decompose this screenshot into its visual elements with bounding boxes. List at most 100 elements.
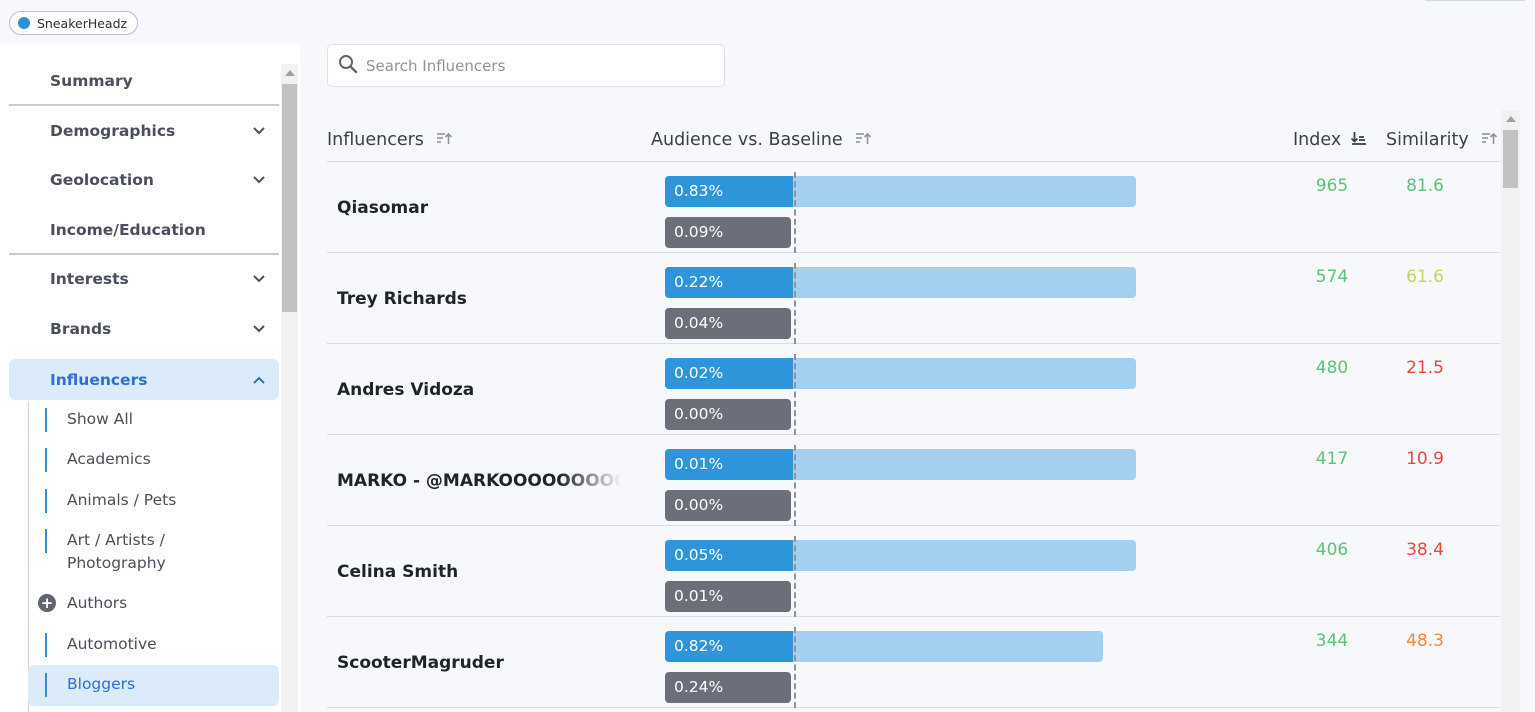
sidebar-item-demographics[interactable]: Demographics bbox=[9, 110, 279, 152]
table-row[interactable]: Trey Richards 0.22% 0.04% 574 61.6 bbox=[327, 253, 1500, 344]
audience-value: 0.05% bbox=[665, 540, 793, 571]
sidebar-item-label: Income/Education bbox=[50, 221, 206, 239]
chevron-down-icon bbox=[253, 275, 265, 283]
index-value: 480 bbox=[1315, 358, 1349, 378]
baseline-marker bbox=[794, 627, 796, 708]
sidebar-item-label: Geolocation bbox=[50, 171, 154, 189]
influencer-name[interactable]: MARKO - @MARKOOOOOOOOOO bbox=[337, 470, 622, 491]
sort-descending-icon[interactable] bbox=[1351, 130, 1367, 150]
sidebar-item-summary[interactable]: Summary bbox=[9, 60, 279, 102]
sidebar-item-influencers[interactable]: Influencers bbox=[9, 359, 279, 400]
similarity-value: 61.6 bbox=[1406, 267, 1444, 287]
sidebar-item-label: Brands bbox=[50, 320, 112, 338]
submenu-guide-line bbox=[28, 401, 29, 712]
influencer-name[interactable]: Andres Vidoza bbox=[337, 379, 475, 400]
search-box bbox=[327, 44, 725, 87]
submenu-marker bbox=[45, 408, 47, 432]
audience-value: 0.82% bbox=[665, 631, 793, 662]
sidebar-divider bbox=[9, 253, 279, 255]
chevron-down-icon bbox=[253, 127, 265, 135]
table-row[interactable]: MARKO - @MARKOOOOOOOOOO 0.01% 0.00% 417 10.9 bbox=[327, 435, 1500, 526]
search-icon bbox=[338, 54, 358, 78]
sidebar-item-brands[interactable]: Brands bbox=[9, 308, 279, 350]
chevron-down-icon bbox=[253, 176, 265, 184]
sidebar-divider bbox=[9, 104, 279, 106]
table-row[interactable]: ScooterMagruder 0.82% 0.24% 344 48.3 bbox=[327, 617, 1500, 708]
column-header-audience[interactable]: Audience vs. Baseline bbox=[651, 130, 871, 150]
similarity-value: 81.6 bbox=[1406, 176, 1444, 196]
index-value: 574 bbox=[1315, 267, 1349, 287]
submenu-item-authors[interactable]: + Authors bbox=[28, 592, 279, 615]
sidebar-item-income-education[interactable]: Income/Education bbox=[9, 209, 279, 251]
influencer-name[interactable]: ScooterMagruder bbox=[337, 652, 504, 673]
baseline-value: 0.04% bbox=[665, 308, 791, 339]
column-header-influencers[interactable]: Influencers bbox=[327, 130, 453, 150]
baseline-value: 0.09% bbox=[665, 217, 791, 248]
submenu-item-academics[interactable]: Academics bbox=[28, 448, 279, 472]
sidebar-item-label: Interests bbox=[50, 270, 129, 288]
influencer-name[interactable]: Celina Smith bbox=[337, 561, 459, 582]
sort-icon[interactable] bbox=[436, 130, 453, 150]
submenu-marker bbox=[45, 673, 47, 697]
submenu-marker bbox=[45, 529, 47, 553]
top-divider bbox=[1425, 0, 1525, 1]
sidebar-item-geolocation[interactable]: Geolocation bbox=[9, 159, 279, 201]
table-row[interactable]: Qiasomar 0.83% 0.09% 965 81.6 bbox=[327, 162, 1500, 253]
similarity-value: 38.4 bbox=[1406, 540, 1444, 560]
table-scrollbar[interactable] bbox=[1501, 110, 1520, 712]
baseline-value: 0.24% bbox=[665, 672, 791, 703]
header-divider bbox=[327, 161, 1500, 162]
submenu-item-label: Show All bbox=[67, 410, 133, 428]
index-value: 344 bbox=[1315, 631, 1349, 651]
brand-dot-icon bbox=[18, 17, 30, 29]
index-value: 417 bbox=[1315, 449, 1349, 469]
chevron-up-icon bbox=[253, 376, 265, 384]
search-input[interactable] bbox=[366, 56, 706, 75]
brand-chip[interactable]: SneakerHeadz bbox=[9, 11, 139, 35]
audience-bar: 0.22% bbox=[665, 267, 1136, 298]
column-header-similarity[interactable]: Similarity bbox=[1386, 130, 1497, 150]
similarity-value: 10.9 bbox=[1406, 449, 1444, 469]
scrollbar-thumb[interactable] bbox=[282, 84, 297, 312]
audience-value: 0.02% bbox=[665, 358, 793, 389]
influencers-table: Influencers Audience vs. Baseline Index … bbox=[327, 110, 1500, 712]
table-row[interactable]: Celina Smith 0.05% 0.01% 406 38.4 bbox=[327, 526, 1500, 617]
sidebar-scrollbar[interactable] bbox=[281, 64, 298, 712]
audience-value: 0.01% bbox=[665, 449, 793, 480]
scroll-up-arrow-icon[interactable] bbox=[1506, 116, 1516, 122]
submenu-marker bbox=[45, 448, 47, 472]
column-header-index[interactable]: Index bbox=[1293, 130, 1367, 150]
submenu-item-label: Animals / Pets bbox=[67, 491, 177, 509]
similarity-value: 48.3 bbox=[1406, 631, 1444, 651]
baseline-marker bbox=[794, 263, 796, 344]
similarity-value: 21.5 bbox=[1406, 358, 1444, 378]
column-header-label: Index bbox=[1293, 130, 1342, 150]
scrollbar-thumb[interactable] bbox=[1503, 130, 1518, 188]
sort-icon[interactable] bbox=[855, 130, 871, 150]
table-row[interactable]: Andres Vidoza 0.02% 0.00% 480 21.5 bbox=[327, 344, 1500, 435]
sidebar-item-interests[interactable]: Interests bbox=[9, 258, 279, 300]
scroll-up-arrow-icon[interactable] bbox=[285, 70, 295, 76]
submenu-item-animals-pets[interactable]: Animals / Pets bbox=[28, 489, 279, 513]
audience-value: 0.22% bbox=[665, 267, 793, 298]
baseline-value: 0.00% bbox=[665, 490, 791, 521]
submenu-item-label: Authors bbox=[67, 594, 128, 612]
sort-icon[interactable] bbox=[1481, 130, 1497, 150]
submenu-item-bloggers[interactable]: Bloggers bbox=[28, 665, 279, 706]
submenu-item-show-all[interactable]: Show All bbox=[28, 408, 279, 432]
baseline-marker bbox=[794, 172, 796, 253]
audience-bar: 0.01% bbox=[665, 449, 1136, 480]
submenu-item-label: Academics bbox=[67, 450, 151, 468]
influencer-name[interactable]: Qiasomar bbox=[337, 197, 429, 218]
submenu-item-art-artists-photography[interactable]: Art / Artists / Photography bbox=[28, 529, 208, 575]
submenu-item-label: Art / Artists / Photography bbox=[67, 531, 166, 572]
audience-bar: 0.02% bbox=[665, 358, 1136, 389]
baseline-marker bbox=[794, 445, 796, 526]
plus-circle-icon[interactable]: + bbox=[38, 594, 56, 612]
submenu-item-label: Automotive bbox=[67, 635, 157, 653]
submenu-item-automotive[interactable]: Automotive bbox=[28, 633, 279, 657]
column-header-label: Influencers bbox=[327, 130, 424, 150]
influencer-name[interactable]: Trey Richards bbox=[337, 288, 467, 309]
submenu-marker bbox=[45, 633, 47, 657]
sidebar: Summary Demographics Geolocation Income/… bbox=[0, 44, 300, 712]
